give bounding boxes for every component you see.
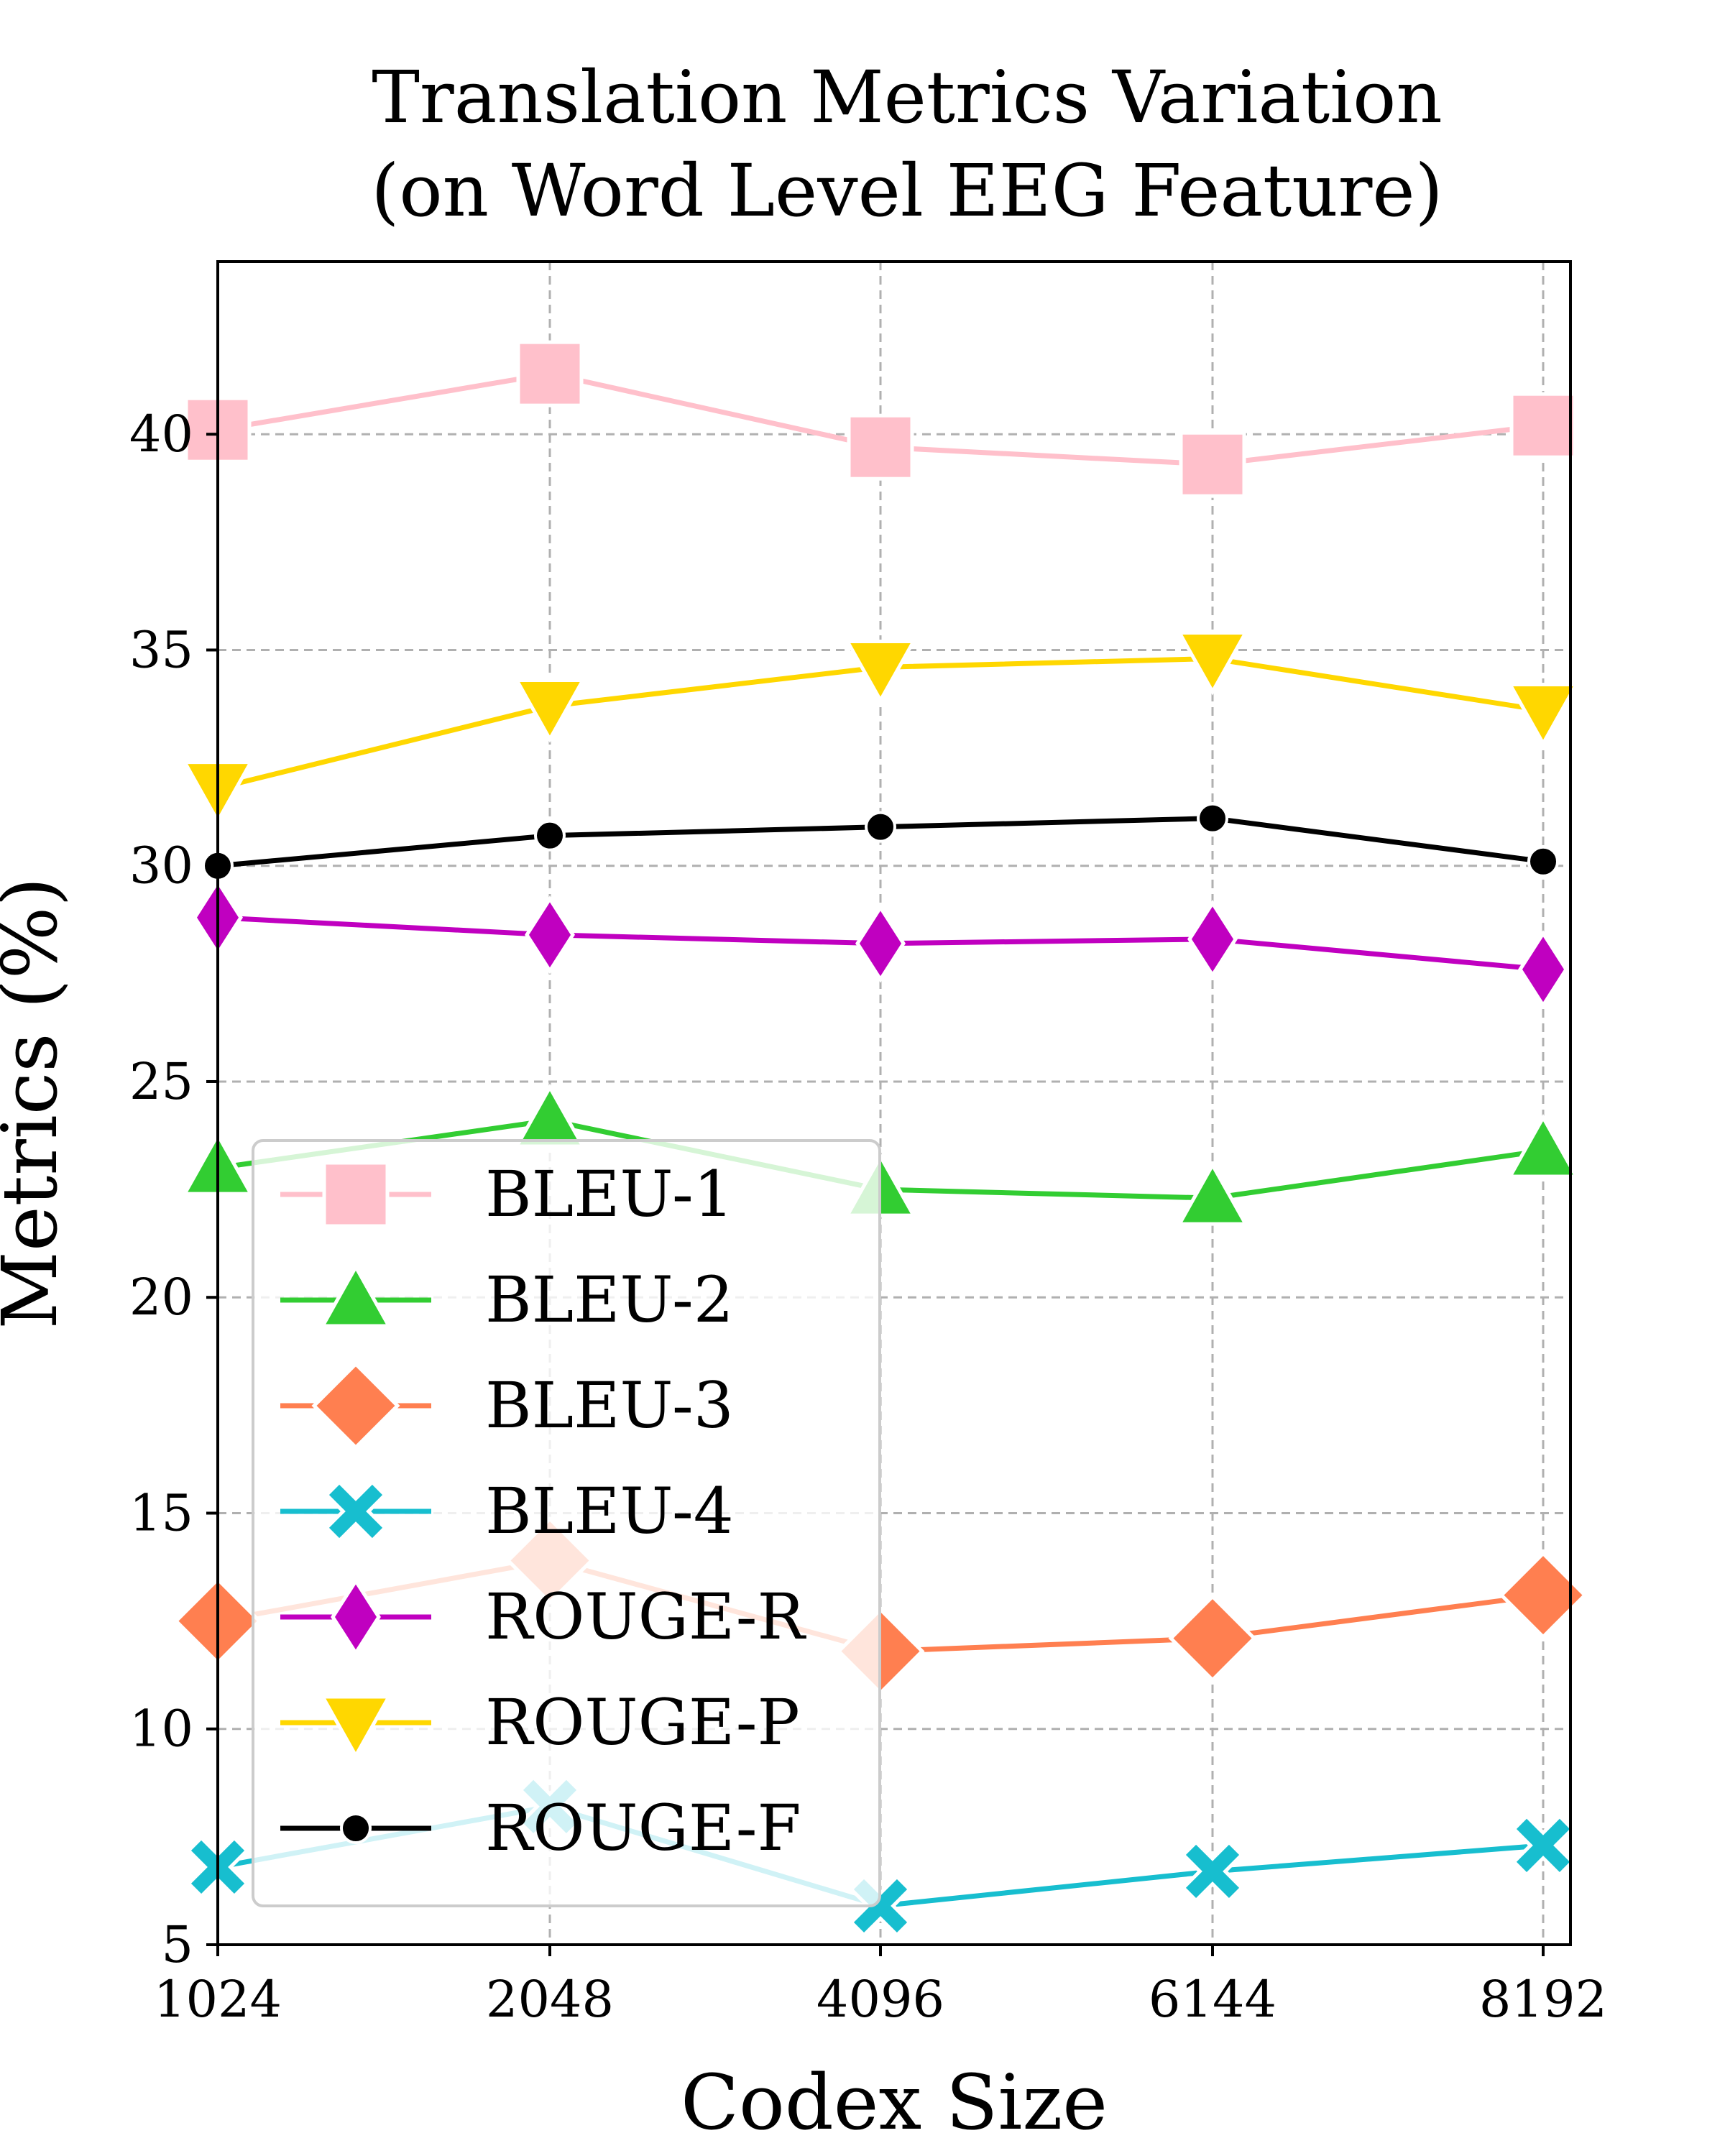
data-point-bleu-4 xyxy=(1180,1838,1245,1904)
data-point-rouge-f xyxy=(1197,802,1228,834)
legend-label: ROUGE-F xyxy=(485,1791,801,1865)
legend-marker xyxy=(319,1263,392,1328)
x-tick-label: 8192 xyxy=(1479,1970,1607,2029)
marker-stroke xyxy=(328,1484,383,1539)
y-tick-label: 15 xyxy=(129,1483,193,1542)
data-point-rouge-r xyxy=(525,895,575,975)
y-tick-label: 35 xyxy=(129,620,193,679)
legend-label: BLEU-2 xyxy=(485,1263,734,1337)
x-tick-label: 2048 xyxy=(486,1970,614,2029)
data-point-bleu-1 xyxy=(1179,430,1246,498)
data-point-rouge-p xyxy=(1176,630,1249,696)
legend-label: BLEU-4 xyxy=(485,1474,734,1548)
data-point-rouge-p xyxy=(844,639,917,704)
x-tick-label: 4096 xyxy=(816,1970,944,2029)
x-tick-label: 1024 xyxy=(154,1970,282,2029)
data-point-bleu-2 xyxy=(513,1083,586,1148)
legend-marker xyxy=(340,1812,372,1844)
chart-title-line-2: (on Word Level EEG Feature) xyxy=(371,149,1443,233)
legend-entry-bleu-4: BLEU-4 xyxy=(280,1474,734,1548)
legend-label: ROUGE-P xyxy=(485,1685,800,1759)
series-rouge-r xyxy=(193,878,1568,1009)
legend-marker xyxy=(322,1161,390,1228)
legend-marker xyxy=(323,1479,388,1544)
legend-marker xyxy=(319,1695,392,1760)
data-point-bleu-4 xyxy=(1511,1812,1576,1878)
legend-entry-bleu-3: BLEU-3 xyxy=(280,1361,734,1450)
y-axis-label: Metrics (%) xyxy=(0,877,74,1329)
y-tick-label: 30 xyxy=(129,837,193,895)
legend: BLEU-1 BLEU-2 BLEU-3 BLEU-4 ROUGE-R ROUGE-P RO… xyxy=(252,1139,881,1907)
data-point-rouge-p xyxy=(513,678,586,743)
data-point-rouge-r xyxy=(1518,930,1568,1009)
data-point-bleu-3 xyxy=(1499,1551,1588,1640)
data-point-rouge-r xyxy=(1187,900,1238,979)
data-point-bleu-2 xyxy=(1506,1113,1580,1179)
data-point-rouge-f xyxy=(534,819,566,852)
legend-label: ROUGE-R xyxy=(485,1580,806,1654)
data-point-bleu-2 xyxy=(1176,1161,1249,1226)
data-point-bleu-1 xyxy=(516,340,584,407)
data-point-rouge-f xyxy=(865,811,896,843)
marker-stroke xyxy=(1185,1844,1240,1898)
marker-stroke xyxy=(1516,1818,1570,1872)
y-tick-label: 5 xyxy=(161,1915,193,1974)
legend-marker xyxy=(311,1361,400,1450)
marker-stroke xyxy=(853,1879,908,1933)
data-point-rouge-f xyxy=(1527,845,1559,877)
y-tick-label: 20 xyxy=(129,1268,193,1327)
legend-entry-rouge-r: ROUGE-R xyxy=(280,1577,806,1657)
legend-box xyxy=(252,1139,881,1907)
legend-entry-bleu-2: BLEU-2 xyxy=(280,1263,734,1337)
y-tick-label: 40 xyxy=(129,405,193,464)
legend-marker xyxy=(331,1577,381,1657)
data-point-bleu-3 xyxy=(1168,1594,1257,1683)
y-tick-label: 25 xyxy=(129,1052,193,1111)
plot-frame xyxy=(216,260,1572,1946)
data-point-bleu-1 xyxy=(847,413,914,481)
y-tick-label: 10 xyxy=(129,1700,193,1759)
legend-label: BLEU-1 xyxy=(485,1157,734,1231)
data-point-rouge-r xyxy=(855,904,906,983)
x-tick-label: 6144 xyxy=(1149,1970,1276,2029)
chart-title-line-1: Translation Metrics Variation xyxy=(372,55,1443,139)
legend-entry-bleu-1: BLEU-1 xyxy=(280,1157,734,1231)
x-axis-label: Codex Size xyxy=(681,2058,1108,2147)
axis-ticks: 1024 2048 4096 6144 8192 5 10 15 20 25 30 35 40 xyxy=(129,405,1607,2029)
data-point-bleu-1 xyxy=(1509,392,1577,459)
legend-entry-rouge-p: ROUGE-P xyxy=(280,1685,800,1760)
data-point-rouge-p xyxy=(1506,683,1580,747)
series-rouge-f xyxy=(202,802,1559,882)
legend-label: BLEU-3 xyxy=(485,1368,734,1442)
legend-entry-rouge-f: ROUGE-F xyxy=(280,1791,801,1865)
